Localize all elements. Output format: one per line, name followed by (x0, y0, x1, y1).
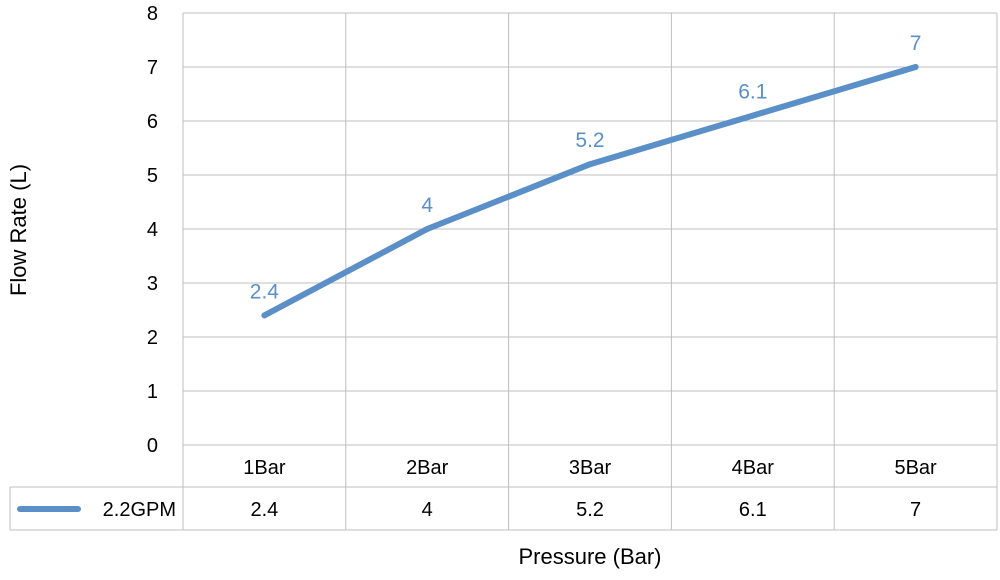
x-category-label: 4Bar (732, 457, 775, 479)
data-point (424, 226, 431, 232)
data-table: 1Bar 2Bar 3Bar 4Bar 5Bar 2.2GPM 2.4 4 5.2 6.1 7 (9, 457, 997, 531)
y-tick-label: 6 (147, 111, 158, 133)
y-axis-title: Flow Rate (L) (6, 164, 31, 296)
y-tick-label: 3 (147, 273, 158, 295)
table-value: 2.4 (250, 499, 278, 521)
data-point (749, 112, 756, 119)
table-value: 6.1 (739, 499, 767, 521)
x-axis-title: Pressure (Bar) (518, 544, 661, 569)
table-value: 5.2 (576, 499, 604, 521)
series-line (261, 64, 919, 319)
data-label: 7 (910, 32, 922, 55)
data-label: 2.4 (250, 280, 280, 303)
data-labels: 2.4 4 5.2 6.1 7 (250, 32, 922, 303)
y-tick-label: 8 (147, 3, 158, 25)
data-point (261, 312, 268, 319)
data-label: 6.1 (738, 81, 767, 104)
y-tick-label: 7 (147, 57, 158, 79)
x-category-label: 2Bar (406, 457, 449, 479)
table-value: 4 (422, 499, 433, 521)
x-category-label: 5Bar (894, 457, 937, 479)
legend-series-name: 2.2GPM (103, 499, 176, 521)
y-axis-ticks: 0 1 2 3 4 5 6 7 8 (147, 3, 158, 457)
y-tick-label: 1 (147, 381, 158, 403)
x-category-label: 3Bar (569, 457, 612, 479)
data-label: 5.2 (575, 129, 604, 152)
y-tick-label: 2 (147, 327, 158, 349)
y-tick-label: 5 (147, 165, 158, 187)
data-label: 4 (421, 194, 433, 217)
grid (182, 12, 998, 530)
table-value: 7 (910, 499, 921, 521)
x-category-label: 1Bar (243, 457, 286, 479)
series-lines (261, 64, 919, 319)
data-point (587, 161, 593, 168)
y-tick-label: 0 (147, 435, 158, 457)
data-point (912, 64, 919, 70)
y-tick-label: 4 (147, 219, 158, 241)
